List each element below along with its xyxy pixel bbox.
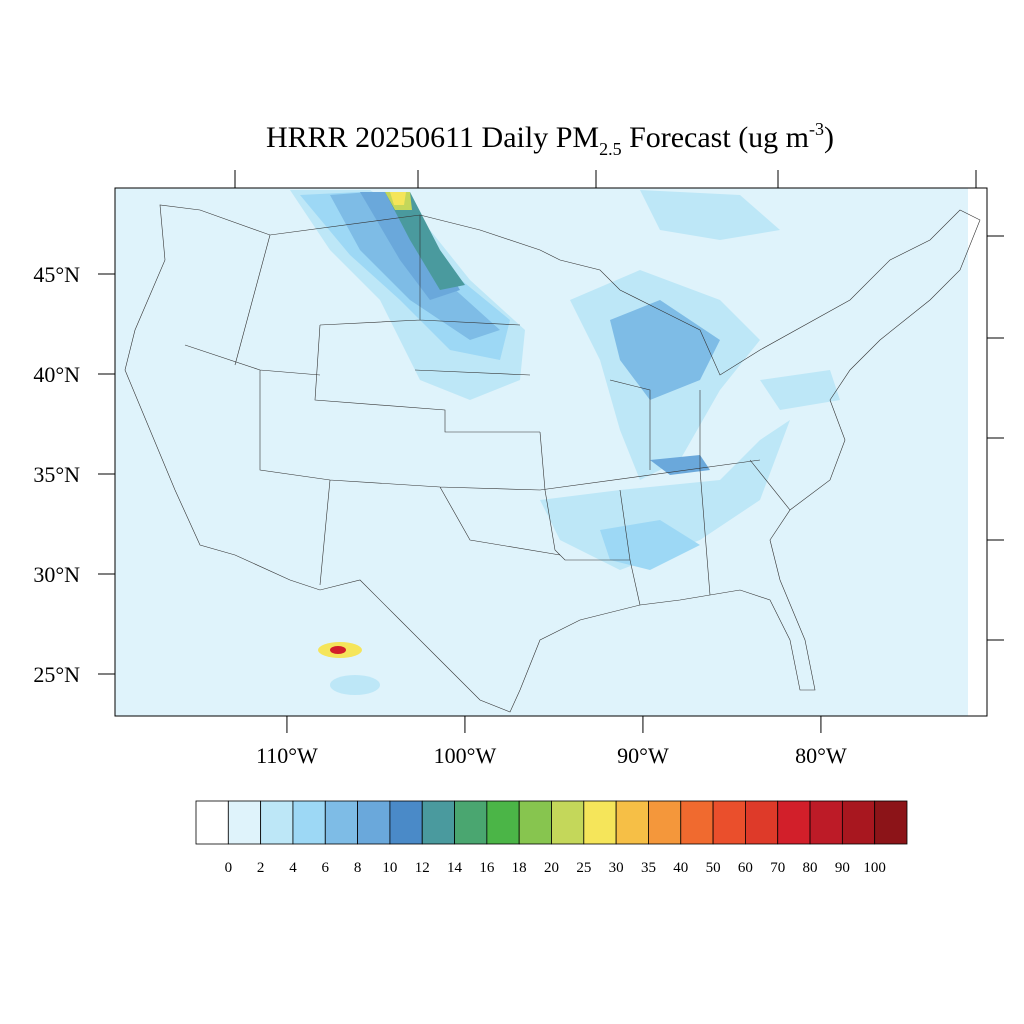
colorbar-box <box>292 800 326 845</box>
colorbar-box <box>841 800 876 845</box>
smoke-plume <box>390 192 406 205</box>
smoke-plume <box>640 190 780 240</box>
lat-label: 45°N <box>33 262 80 287</box>
colorbar-box <box>874 800 908 845</box>
colorbar-label: 6 <box>322 860 330 876</box>
colorbar-box <box>324 800 358 845</box>
colorbar-label: 60 <box>738 860 753 876</box>
colorbar-label: 4 <box>289 860 297 876</box>
colorbar-label: 16 <box>479 860 495 876</box>
colorbar-box <box>260 800 294 845</box>
colorbar-label: 18 <box>512 860 527 876</box>
colorbar-label: 0 <box>225 860 233 876</box>
smoke-plume <box>330 675 380 695</box>
state-lines <box>184 215 791 606</box>
lon-label: 100°W <box>434 743 497 768</box>
colorbar-box <box>583 800 617 845</box>
colorbar-label: 70 <box>770 860 785 876</box>
map-frame <box>114 187 988 717</box>
colorbar-label: 2 <box>257 860 265 876</box>
colorbar-box <box>357 800 391 845</box>
colorbar-label: 100 <box>863 860 886 876</box>
lat-label: 30°N <box>33 562 80 587</box>
lat-label: 25°N <box>33 662 80 687</box>
colorbar-label: 12 <box>415 860 430 876</box>
colorbar-box <box>615 800 649 845</box>
title-sub: 2.5 <box>599 139 622 159</box>
smoke-plume <box>385 192 465 290</box>
smoke-plume <box>330 646 346 654</box>
lon-label: 80°W <box>795 743 847 768</box>
title-main: HRRR 20250611 Daily PM <box>266 121 599 154</box>
axes: 45°N 40°N 35°N 30°N 25°N 110°W 100°W 90°W 80°W <box>33 262 847 768</box>
colorbar-box <box>648 800 682 845</box>
colorbar-label: 30 <box>609 860 624 876</box>
no-data <box>968 188 987 716</box>
colorbar-box <box>745 800 779 845</box>
lat-label: 35°N <box>33 462 80 487</box>
title: HRRR 20250611 Daily PM2.5 Forecast (ug m… <box>266 119 834 159</box>
lon-label: 110°W <box>256 743 318 768</box>
colorbar-label: 35 <box>641 860 656 876</box>
lat-label: 40°N <box>33 362 80 387</box>
colorbar-box <box>227 800 262 845</box>
colorbar-box <box>454 800 488 845</box>
colorbar-label: 25 <box>576 860 591 876</box>
boundaries <box>124 204 981 713</box>
colorbar-label: 50 <box>706 860 721 876</box>
colorbar-label: 14 <box>447 860 463 876</box>
smoke-plume <box>600 520 700 570</box>
colorbar-label: 90 <box>835 860 850 876</box>
smoke-plume <box>760 370 840 410</box>
colorbar-label: 10 <box>382 860 397 876</box>
title-sup: -3 <box>809 119 824 139</box>
lon-label: 90°W <box>617 743 669 768</box>
title-mid: Forecast (ug m <box>622 121 809 154</box>
colorbar-label: 8 <box>354 860 362 876</box>
colorbar: 0 2 4 6 8 10 12 14 16 18 20 25 30 35 40 50 60 70 80 90 100 <box>195 800 908 876</box>
smoke-plume <box>650 455 710 475</box>
colorbar-label: 80 <box>803 860 818 876</box>
colorbar-box <box>486 800 520 845</box>
colorbar-box <box>712 800 746 845</box>
colorbar-box <box>518 800 552 845</box>
us-outline <box>124 204 981 713</box>
map-field <box>115 188 987 716</box>
colorbar-box <box>809 800 843 845</box>
colorbar-box <box>389 800 423 845</box>
smoke-plume <box>610 300 720 400</box>
title-end: ) <box>824 121 834 154</box>
colorbar-box <box>551 800 585 845</box>
colorbar-box <box>421 800 455 845</box>
colorbar-label: 40 <box>673 860 688 876</box>
colorbar-box <box>195 800 229 845</box>
colorbar-box <box>777 800 811 845</box>
colorbar-box <box>680 800 714 845</box>
colorbar-label: 20 <box>544 860 559 876</box>
projection-ticks <box>234 170 1004 641</box>
